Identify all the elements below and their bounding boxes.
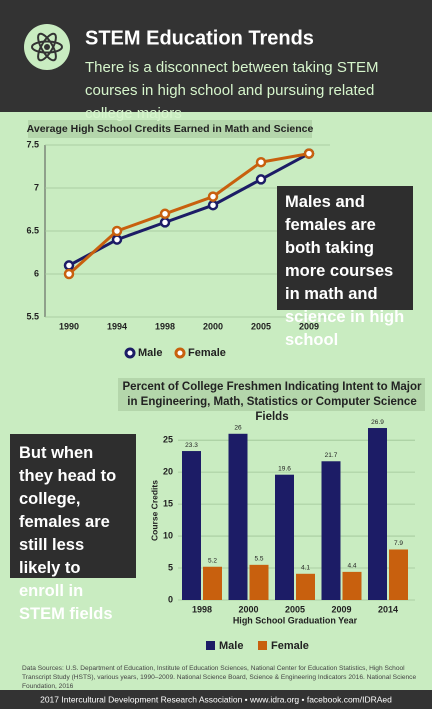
footer-band <box>0 690 432 709</box>
y-tick-label: 6.5 <box>26 225 39 235</box>
data-label: 26 <box>234 425 242 432</box>
data-label: 23.3 <box>185 442 198 449</box>
chart-title: Percent of College Freshmen Indicating I… <box>122 381 422 423</box>
chart-title-band <box>118 378 425 411</box>
legend-marker <box>124 347 136 359</box>
legend-label: Female <box>271 640 309 652</box>
y-tick-label: 25 <box>163 435 173 445</box>
data-label: 7.9 <box>394 540 403 547</box>
x-tick-label: 2005 <box>251 321 271 331</box>
marker <box>255 156 267 168</box>
bar <box>296 573 315 600</box>
x-tick-label: 2009 <box>331 604 351 614</box>
y-tick-label: 7.5 <box>26 139 39 149</box>
marker <box>63 260 75 271</box>
legend-marker <box>174 347 186 359</box>
x-tick-label: 2009 <box>299 321 319 331</box>
bar <box>342 571 362 600</box>
legend-label: Female <box>188 347 226 359</box>
atom-icon <box>24 24 70 70</box>
x-axis-label: High School Graduation Year <box>233 615 358 625</box>
marker <box>111 225 123 237</box>
x-tick-label: 2014 <box>378 604 398 614</box>
bar <box>368 428 387 600</box>
data-label: 5.5 <box>254 556 263 563</box>
legend-label: Male <box>138 347 162 359</box>
marker <box>303 148 315 159</box>
x-tick-label: 1998 <box>192 604 212 614</box>
header-band <box>0 0 432 112</box>
y-tick-label: 10 <box>163 530 173 540</box>
bar <box>228 433 248 600</box>
marker <box>207 199 219 211</box>
y-tick-label: 15 <box>163 498 173 508</box>
marker <box>207 191 219 202</box>
marker <box>63 268 75 280</box>
x-tick-label: 1998 <box>155 321 175 331</box>
marker <box>159 217 171 228</box>
x-tick-label: 1994 <box>107 321 127 331</box>
title: STEM Education Trends <box>85 27 314 49</box>
legend-marker <box>258 641 267 650</box>
y-tick-label: 6 <box>34 268 39 278</box>
data-label: 26.9 <box>371 419 384 426</box>
legend-marker <box>206 641 215 650</box>
line <box>67 152 310 276</box>
y-tick-label: 20 <box>163 467 173 477</box>
x-tick-label: 2005 <box>285 604 305 614</box>
callout: But when they head to college, females a… <box>10 434 136 623</box>
bar <box>249 564 269 600</box>
marker <box>255 174 267 185</box>
line <box>68 152 310 267</box>
y-axis-label: Course Credits <box>149 480 159 541</box>
chart-title-band <box>28 120 312 138</box>
bar <box>275 474 294 600</box>
data-label: 21.7 <box>325 452 338 459</box>
bar <box>389 549 408 600</box>
data-label: 4.1 <box>301 565 310 572</box>
subtitle: There is a disconnect between taking STE… <box>85 59 379 122</box>
data-label: 5.2 <box>208 557 217 564</box>
sources: Data Sources: U.S. Department of Educati… <box>22 665 417 690</box>
y-tick-label: 5 <box>168 562 173 572</box>
bar <box>321 461 341 600</box>
footer: 2017 Intercultural Development Research … <box>40 694 392 704</box>
marker <box>159 208 171 220</box>
data-label: 4.4 <box>347 563 356 570</box>
x-tick-label: 2000 <box>238 604 258 614</box>
x-tick-label: 1990 <box>59 321 79 331</box>
callout: Males and females are both taking more c… <box>277 186 413 349</box>
y-tick-label: 0 <box>168 594 173 604</box>
chart-title: Average High School Credits Earned in Ma… <box>27 123 314 135</box>
y-tick-label: 7 <box>34 182 39 192</box>
y-tick-label: 5.5 <box>26 311 39 321</box>
x-tick-label: 2000 <box>203 321 223 331</box>
bar <box>203 566 222 600</box>
legend-label: Male <box>219 640 243 652</box>
bar <box>182 451 201 600</box>
marker <box>111 234 123 245</box>
data-label: 19.6 <box>278 465 291 472</box>
